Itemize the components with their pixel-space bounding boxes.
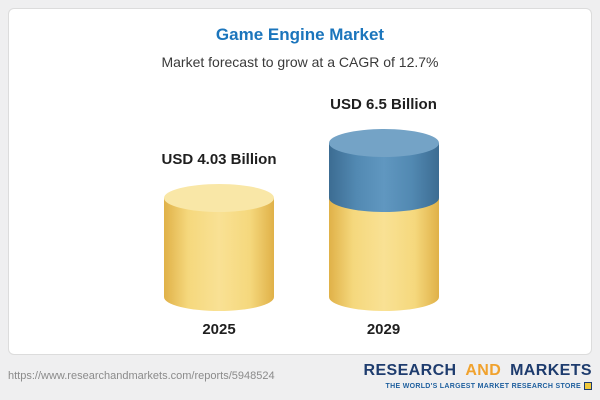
research-and-markets-logo: RESEARCH AND MARKETS THE WORLD'S LARGEST…: [363, 362, 592, 390]
logo-tagline: THE WORLD'S LARGEST MARKET RESEARCH STOR…: [385, 382, 581, 390]
logo-word-markets: MARKETS: [510, 362, 592, 379]
logo-mark-icon: [584, 382, 592, 390]
footer: https://www.researchandmarkets.com/repor…: [8, 358, 592, 394]
cylinder-2029: [328, 129, 439, 311]
value-label-2025: USD 4.03 Billion: [161, 151, 277, 169]
cylinder-segment-growth: [328, 129, 439, 213]
cylinder-segment-base: [328, 198, 439, 311]
category-label-2029: 2029: [366, 321, 401, 338]
cylinder-top-cap: [328, 129, 439, 158]
chart-subtitle: Market forecast to grow at a CAGR of 12.…: [161, 54, 439, 70]
source-url[interactable]: https://www.researchandmarkets.com/repor…: [8, 370, 275, 382]
cylinder-top-cap: [164, 184, 274, 213]
bar-column-2025: USD 4.03 Billion 2025: [161, 151, 276, 338]
value-label-2029: USD 6.5 Billion: [330, 96, 437, 114]
logo-word-and: AND: [465, 362, 502, 379]
logo-word-research: RESEARCH: [363, 362, 457, 379]
category-label-2025: 2025: [202, 321, 236, 338]
logo-wordmark: RESEARCH AND MARKETS: [363, 362, 592, 380]
cylinder-segment-base: [164, 184, 274, 311]
cylinder-2025: [164, 184, 274, 311]
cylinder-chart: USD 4.03 Billion 2025 USD 6.5 Billion 20…: [9, 96, 591, 338]
bar-column-2029: USD 6.5 Billion 2029: [328, 96, 439, 338]
chart-title: Game Engine Market: [215, 25, 385, 44]
chart-card: Game Engine Market Market forecast to gr…: [8, 8, 592, 355]
logo-tagline-row: THE WORLD'S LARGEST MARKET RESEARCH STOR…: [386, 382, 592, 390]
